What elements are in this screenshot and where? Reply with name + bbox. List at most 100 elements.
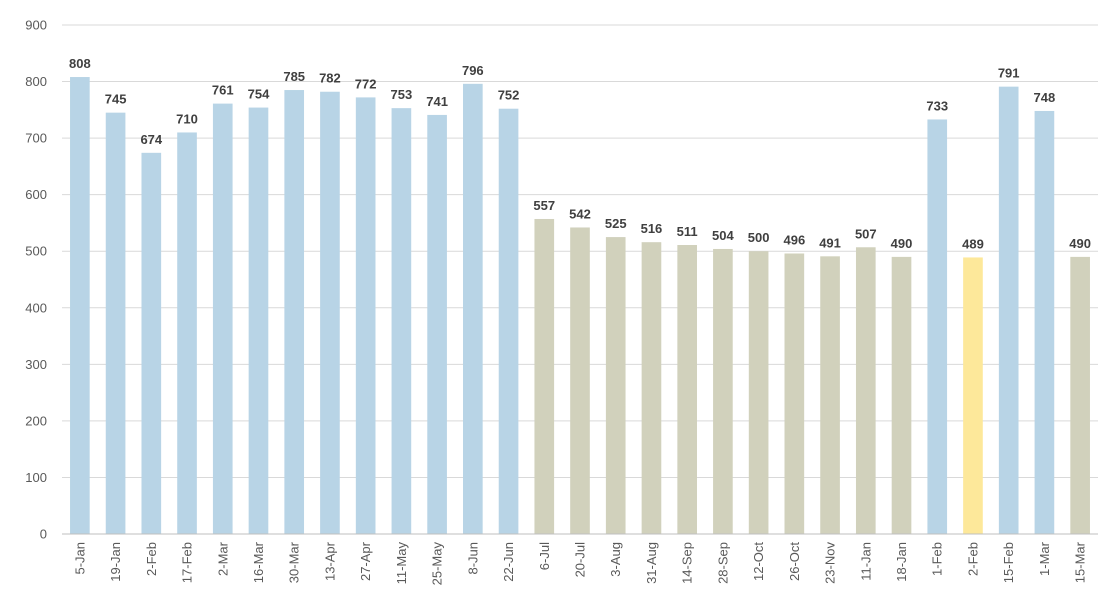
x-tick-label: 18-Jan xyxy=(894,542,909,582)
data-label: 507 xyxy=(855,226,877,241)
bar xyxy=(641,242,662,534)
x-tick-label: 2-Mar xyxy=(215,541,230,576)
x-tick-label: 6-Jul xyxy=(537,542,552,570)
x-tick-label: 1-Feb xyxy=(930,542,945,576)
bar xyxy=(570,227,590,535)
x-tick-label: 2-Feb xyxy=(144,542,159,576)
x-tick-label: 3-Aug xyxy=(608,542,623,577)
y-tick-label: 500 xyxy=(25,244,47,259)
data-label: 525 xyxy=(605,216,627,231)
data-label: 791 xyxy=(998,66,1020,81)
bar xyxy=(855,247,876,534)
data-label: 754 xyxy=(248,87,270,102)
bar xyxy=(927,119,948,534)
x-tick-label: 11-Jan xyxy=(858,542,873,581)
data-label: 761 xyxy=(212,83,234,98)
x-axis-ticks: 5-Jan 19-Jan 2-Feb 17-Feb 2-Mar 16-Mar 30-Mar 1… xyxy=(72,541,1087,585)
x-tick-label: 1-Mar xyxy=(1037,541,1052,576)
bar xyxy=(677,245,697,535)
x-tick-label: 30-Mar xyxy=(287,541,302,583)
bar xyxy=(605,237,626,535)
data-label: 748 xyxy=(1034,90,1056,105)
bar xyxy=(963,257,983,534)
x-tick-label: 13-Apr xyxy=(322,541,337,581)
data-label: 500 xyxy=(748,230,770,245)
bar xyxy=(784,253,805,535)
x-tick-label: 5-Jan xyxy=(72,542,87,575)
bar xyxy=(212,103,233,535)
bar xyxy=(177,132,197,534)
bar xyxy=(748,251,769,534)
data-label: 496 xyxy=(783,232,805,247)
x-tick-label: 11-May xyxy=(394,542,409,585)
y-tick-label: 100 xyxy=(25,470,47,485)
x-tick-label: 22-Jun xyxy=(501,542,516,582)
data-label: 504 xyxy=(712,228,734,243)
data-label: 752 xyxy=(498,88,520,103)
bar xyxy=(355,97,376,534)
data-label: 796 xyxy=(462,63,484,78)
data-label: 785 xyxy=(283,69,305,84)
bar xyxy=(891,256,912,534)
data-label: 674 xyxy=(140,132,162,147)
data-label: 808 xyxy=(69,56,91,71)
bar xyxy=(534,218,555,535)
bars xyxy=(70,77,1090,535)
data-label: 542 xyxy=(569,206,591,221)
data-label: 489 xyxy=(962,236,984,251)
data-label: 557 xyxy=(533,198,555,213)
x-tick-label: 28-Sep xyxy=(715,542,730,584)
x-tick-label: 23-Nov xyxy=(823,542,838,584)
y-tick-label: 0 xyxy=(40,527,47,542)
x-tick-label: 12-Oct xyxy=(751,542,766,581)
x-tick-label: 25-May xyxy=(430,542,445,586)
bar xyxy=(998,86,1019,534)
x-tick-label: 27-Apr xyxy=(358,541,373,581)
bar xyxy=(141,152,162,534)
bar xyxy=(713,248,733,534)
x-tick-label: 2-Feb xyxy=(965,542,980,576)
bar xyxy=(391,108,412,535)
y-tick-label: 400 xyxy=(25,300,47,315)
bar xyxy=(248,107,269,535)
data-label: 511 xyxy=(677,224,698,239)
bar xyxy=(1070,256,1090,534)
data-label: 490 xyxy=(1069,236,1091,251)
data-label: 733 xyxy=(926,98,948,113)
data-label: 490 xyxy=(891,236,913,251)
y-tick-label: 800 xyxy=(25,74,47,89)
y-axis-ticks: 0 100 200 300 400 500 600 700 800 900 xyxy=(25,18,47,542)
bar xyxy=(820,256,840,534)
x-tick-label: 26-Oct xyxy=(787,542,802,581)
bar xyxy=(463,83,483,534)
x-tick-label: 31-Aug xyxy=(644,542,659,584)
data-label: 745 xyxy=(105,92,127,107)
y-tick-label: 600 xyxy=(25,187,47,202)
y-tick-label: 200 xyxy=(25,413,47,428)
x-tick-label: 15-Feb xyxy=(1001,542,1016,583)
bar xyxy=(284,90,305,535)
bar xyxy=(105,112,126,535)
bar xyxy=(498,108,519,535)
bar xyxy=(1034,110,1055,534)
data-labels: 808 745 674 710 761 754 785 782 772 753 741 796 752 5… xyxy=(69,56,1091,251)
bar xyxy=(427,114,447,534)
data-label: 710 xyxy=(176,111,198,126)
x-tick-label: 19-Jan xyxy=(108,542,123,582)
x-tick-label: 20-Jul xyxy=(573,542,588,578)
data-label: 516 xyxy=(641,221,663,236)
data-label: 772 xyxy=(355,76,377,91)
data-label: 491 xyxy=(819,235,841,250)
x-tick-label: 16-Mar xyxy=(251,541,266,583)
bar xyxy=(70,77,90,534)
x-tick-label: 14-Sep xyxy=(680,542,695,584)
x-tick-label: 8-Jun xyxy=(465,542,480,575)
data-label: 753 xyxy=(391,87,413,102)
x-tick-label: 17-Feb xyxy=(180,542,195,583)
y-tick-label: 700 xyxy=(25,131,47,146)
data-label: 782 xyxy=(319,71,341,86)
y-tick-label: 300 xyxy=(25,357,47,372)
x-tick-label: 15-Mar xyxy=(1073,541,1088,583)
y-tick-label: 900 xyxy=(25,18,47,33)
